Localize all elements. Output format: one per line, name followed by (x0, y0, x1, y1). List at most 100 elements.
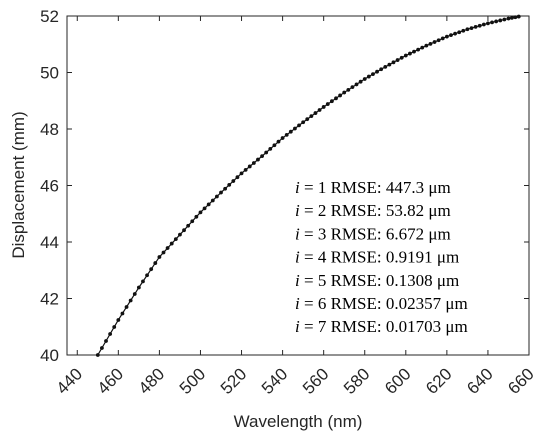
data-point (260, 154, 264, 159)
data-point (366, 74, 371, 79)
rmse-line: i = 5 RMSE: 0.1308 μm (295, 271, 459, 290)
data-point (490, 20, 494, 25)
data-point (379, 67, 384, 72)
data-point (145, 273, 149, 278)
series-markers (95, 14, 521, 357)
x-tick-label: 660 (504, 364, 537, 397)
data-point (243, 168, 248, 172)
rmse-value-text: = 1 RMSE: 447.3 μm (300, 178, 451, 197)
data-point (149, 267, 154, 272)
data-point (169, 241, 174, 246)
data-point (293, 126, 297, 131)
data-point (272, 143, 277, 148)
data-point (116, 318, 121, 322)
data-point (280, 136, 285, 140)
y-tick-label: 40 (40, 346, 59, 365)
rmse-value-text: = 3 RMSE: 6.672 μm (300, 224, 451, 243)
data-point (108, 332, 113, 336)
data-point (206, 202, 211, 207)
data-point (481, 22, 486, 27)
data-point (325, 102, 330, 106)
data-point (251, 161, 256, 165)
data-point (354, 82, 359, 87)
data-point (350, 85, 355, 90)
y-tick-label: 52 (40, 7, 59, 26)
rmse-index-var: i (295, 248, 300, 267)
y-tick-label: 42 (40, 290, 59, 309)
data-point (227, 182, 232, 187)
data-point (494, 19, 499, 24)
data-point (112, 325, 117, 329)
data-point (219, 190, 223, 195)
rmse-line: i = 7 RMSE: 0.01703 μm (295, 317, 468, 336)
data-point (461, 28, 466, 33)
data-point (276, 139, 281, 144)
data-point (449, 33, 453, 38)
x-tick-label: 540 (258, 364, 291, 397)
rmse-value-text: = 7 RMSE: 0.01703 μm (300, 317, 468, 336)
data-point (301, 120, 306, 125)
data-point (321, 105, 326, 109)
data-point (387, 62, 392, 67)
data-point (297, 123, 301, 128)
data-point (231, 179, 236, 183)
data-point (444, 34, 449, 39)
data-point (141, 279, 145, 284)
rmse-index-var: i (295, 224, 300, 243)
x-tick-label: 640 (463, 364, 496, 397)
rmse-line: i = 2 RMSE: 53.82 μm (295, 201, 451, 220)
series-line (97, 15, 519, 356)
data-point (391, 60, 396, 65)
y-axis-title: Displacement (mm) (9, 111, 28, 258)
rmse-value-text: = 5 RMSE: 0.1308 μm (300, 271, 459, 290)
x-tick-label: 600 (381, 364, 414, 397)
data-point (288, 129, 293, 134)
data-point (424, 43, 429, 48)
rmse-value-text: = 2 RMSE: 53.82 μm (300, 201, 451, 220)
data-point (436, 38, 441, 43)
data-point (428, 41, 433, 46)
rmse-index-var: i (295, 201, 300, 220)
y-tick-label: 44 (40, 233, 59, 252)
data-point (198, 210, 203, 215)
rmse-line: i = 3 RMSE: 6.672 μm (295, 224, 451, 243)
data-point (346, 87, 351, 92)
data-point (256, 157, 260, 162)
y-tick-label: 46 (40, 177, 59, 196)
data-point (214, 194, 219, 199)
rmse-line: i = 6 RMSE: 0.02357 μm (295, 294, 468, 313)
data-point (342, 90, 347, 95)
rmse-index-var: i (295, 178, 300, 197)
series-layer (95, 14, 521, 357)
x-tick-label: 500 (176, 364, 209, 397)
data-point (178, 232, 182, 237)
data-point (182, 228, 186, 233)
data-point (161, 250, 166, 255)
data-point (469, 26, 474, 30)
x-tick-label: 440 (53, 364, 86, 397)
data-point (317, 108, 322, 112)
data-point (371, 72, 375, 77)
data-point (132, 292, 137, 296)
data-point (247, 164, 252, 169)
x-axis-title: Wavelength (nm) (234, 412, 363, 431)
data-point (465, 27, 470, 32)
x-tick-label: 580 (340, 364, 373, 397)
data-point (202, 206, 207, 211)
data-point (165, 246, 170, 250)
data-point (329, 99, 334, 104)
y-tick-label: 50 (40, 64, 59, 83)
data-point (498, 18, 503, 23)
rmse-index-var: i (295, 317, 300, 336)
rmse-line: i = 1 RMSE: 447.3 μm (295, 178, 451, 197)
data-point (186, 223, 191, 228)
data-point (453, 31, 457, 36)
data-point (194, 214, 199, 219)
data-point (457, 30, 462, 35)
x-tick-label: 560 (299, 364, 332, 397)
data-point (284, 132, 289, 137)
x-tick-label: 460 (94, 364, 127, 397)
data-point (477, 23, 482, 28)
data-point (309, 114, 314, 119)
data-point (399, 55, 404, 60)
